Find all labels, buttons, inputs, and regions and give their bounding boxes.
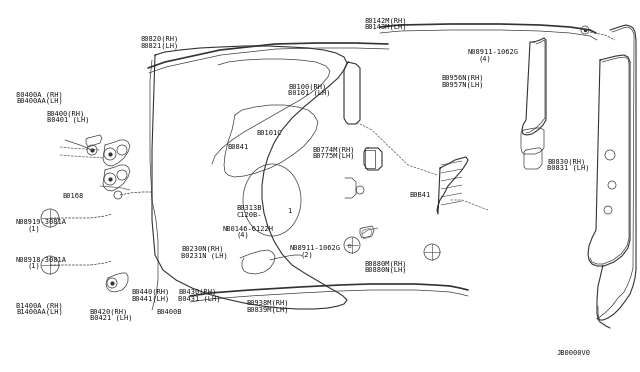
Text: (4): (4) bbox=[237, 232, 250, 238]
Text: JB0000V0: JB0000V0 bbox=[557, 350, 591, 356]
Text: B0831 (LH): B0831 (LH) bbox=[547, 165, 589, 171]
Text: 1: 1 bbox=[287, 208, 291, 214]
Text: B0830(RH): B0830(RH) bbox=[547, 158, 586, 165]
Text: B1400A (RH): B1400A (RH) bbox=[16, 302, 63, 309]
Text: B0880M(RH): B0880M(RH) bbox=[365, 260, 407, 267]
Text: B0168: B0168 bbox=[63, 193, 84, 199]
Text: N08919-3081A: N08919-3081A bbox=[16, 219, 67, 225]
Text: B0431 (LH): B0431 (LH) bbox=[178, 295, 220, 302]
Text: 80820(RH): 80820(RH) bbox=[141, 36, 179, 42]
Text: B0956N(RH): B0956N(RH) bbox=[442, 75, 484, 81]
Text: B0231N (LH): B0231N (LH) bbox=[181, 252, 228, 259]
Text: B0841: B0841 bbox=[227, 144, 248, 150]
Text: B0400AA(LH): B0400AA(LH) bbox=[16, 98, 63, 105]
Text: 80400A (RH): 80400A (RH) bbox=[16, 92, 63, 98]
Text: B0440(RH): B0440(RH) bbox=[131, 289, 170, 295]
Text: B0441(LH): B0441(LH) bbox=[131, 295, 170, 302]
Text: N08911-1062G: N08911-1062G bbox=[467, 49, 518, 55]
Text: N08911-1062G: N08911-1062G bbox=[290, 246, 341, 251]
Text: B0101 (LH): B0101 (LH) bbox=[288, 89, 330, 96]
Text: C120B-: C120B- bbox=[237, 212, 262, 218]
Text: B0230N(RH): B0230N(RH) bbox=[181, 246, 223, 253]
Text: (1): (1) bbox=[28, 263, 40, 269]
Text: NB0146-6122H: NB0146-6122H bbox=[223, 226, 274, 232]
Text: B0430(RH): B0430(RH) bbox=[178, 289, 216, 295]
Text: B: B bbox=[347, 244, 351, 248]
Text: B0420(RH): B0420(RH) bbox=[90, 308, 128, 315]
Text: B0101C: B0101C bbox=[256, 130, 282, 136]
Text: B0775M(LH): B0775M(LH) bbox=[312, 153, 355, 159]
Text: (2): (2) bbox=[301, 251, 314, 258]
Text: B0100(RH): B0100(RH) bbox=[288, 83, 326, 90]
Text: B0B41: B0B41 bbox=[410, 192, 431, 198]
Text: B0143M(LH): B0143M(LH) bbox=[365, 23, 407, 30]
Text: B0313B: B0313B bbox=[237, 205, 262, 211]
Text: 80142M(RH): 80142M(RH) bbox=[365, 17, 407, 24]
Text: N08918-3081A: N08918-3081A bbox=[16, 257, 67, 263]
Text: (4): (4) bbox=[479, 55, 492, 62]
Text: B0400(RH): B0400(RH) bbox=[47, 111, 85, 118]
Text: B0839M(LH): B0839M(LH) bbox=[246, 306, 289, 313]
Text: B0938M(RH): B0938M(RH) bbox=[246, 300, 289, 307]
Text: B0957N(LH): B0957N(LH) bbox=[442, 81, 484, 88]
Text: (1): (1) bbox=[28, 225, 40, 232]
Text: B1400AA(LH): B1400AA(LH) bbox=[16, 309, 63, 315]
Text: B0774M(RH): B0774M(RH) bbox=[312, 146, 355, 153]
Text: B0880N(LH): B0880N(LH) bbox=[365, 266, 407, 273]
Text: 80821(LH): 80821(LH) bbox=[141, 42, 179, 49]
Text: B0401 (LH): B0401 (LH) bbox=[47, 117, 89, 124]
Text: B0421 (LH): B0421 (LH) bbox=[90, 314, 132, 321]
Text: B0400B: B0400B bbox=[157, 309, 182, 315]
